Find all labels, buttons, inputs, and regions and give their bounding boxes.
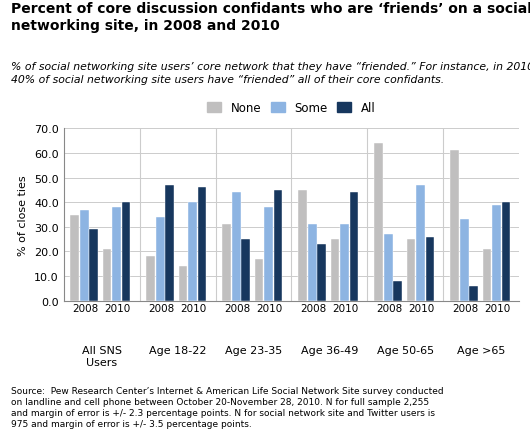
Bar xyxy=(232,193,241,301)
Bar xyxy=(492,205,501,301)
Bar xyxy=(331,240,339,301)
Bar xyxy=(374,144,383,301)
Text: Age 18-22: Age 18-22 xyxy=(149,345,206,355)
Bar xyxy=(70,215,79,301)
Bar xyxy=(384,235,393,301)
Bar xyxy=(103,249,111,301)
Text: Age >65: Age >65 xyxy=(457,345,506,355)
Bar xyxy=(146,257,155,301)
Y-axis label: % of close ties: % of close ties xyxy=(19,175,29,255)
Bar xyxy=(223,225,231,301)
Bar xyxy=(482,249,491,301)
Text: Percent of core discussion confidants who are ‘friends’ on a social
networking s: Percent of core discussion confidants wh… xyxy=(11,2,530,34)
Bar xyxy=(156,218,165,301)
Bar xyxy=(80,210,89,301)
Bar xyxy=(254,259,263,301)
Bar xyxy=(340,225,349,301)
Legend: None, Some, All: None, Some, All xyxy=(202,97,381,120)
Bar xyxy=(308,225,316,301)
Bar xyxy=(165,185,174,301)
Text: Source:  Pew Research Center’s Internet & American Life Social Network Site surv: Source: Pew Research Center’s Internet &… xyxy=(11,386,443,428)
Bar xyxy=(460,220,469,301)
Bar xyxy=(122,203,130,301)
Bar xyxy=(273,190,282,301)
Text: % of social networking site users’ core network that they have “friended.” For i: % of social networking site users’ core … xyxy=(11,62,530,85)
Bar xyxy=(179,267,188,301)
Text: Age 23-35: Age 23-35 xyxy=(225,345,282,355)
Bar xyxy=(469,286,478,301)
Text: Age 50-65: Age 50-65 xyxy=(377,345,434,355)
Bar xyxy=(298,190,307,301)
Bar xyxy=(501,203,510,301)
Bar xyxy=(393,281,402,301)
Bar xyxy=(416,185,425,301)
Bar xyxy=(317,245,326,301)
Bar xyxy=(264,208,273,301)
Bar xyxy=(426,237,434,301)
Bar xyxy=(188,203,197,301)
Bar xyxy=(407,240,416,301)
Bar xyxy=(198,188,206,301)
Bar xyxy=(90,230,98,301)
Bar xyxy=(112,208,121,301)
Text: Age 36-49: Age 36-49 xyxy=(301,345,358,355)
Bar xyxy=(241,240,250,301)
Bar xyxy=(350,193,358,301)
Bar xyxy=(450,151,459,301)
Text: All SNS
Users: All SNS Users xyxy=(82,345,121,367)
